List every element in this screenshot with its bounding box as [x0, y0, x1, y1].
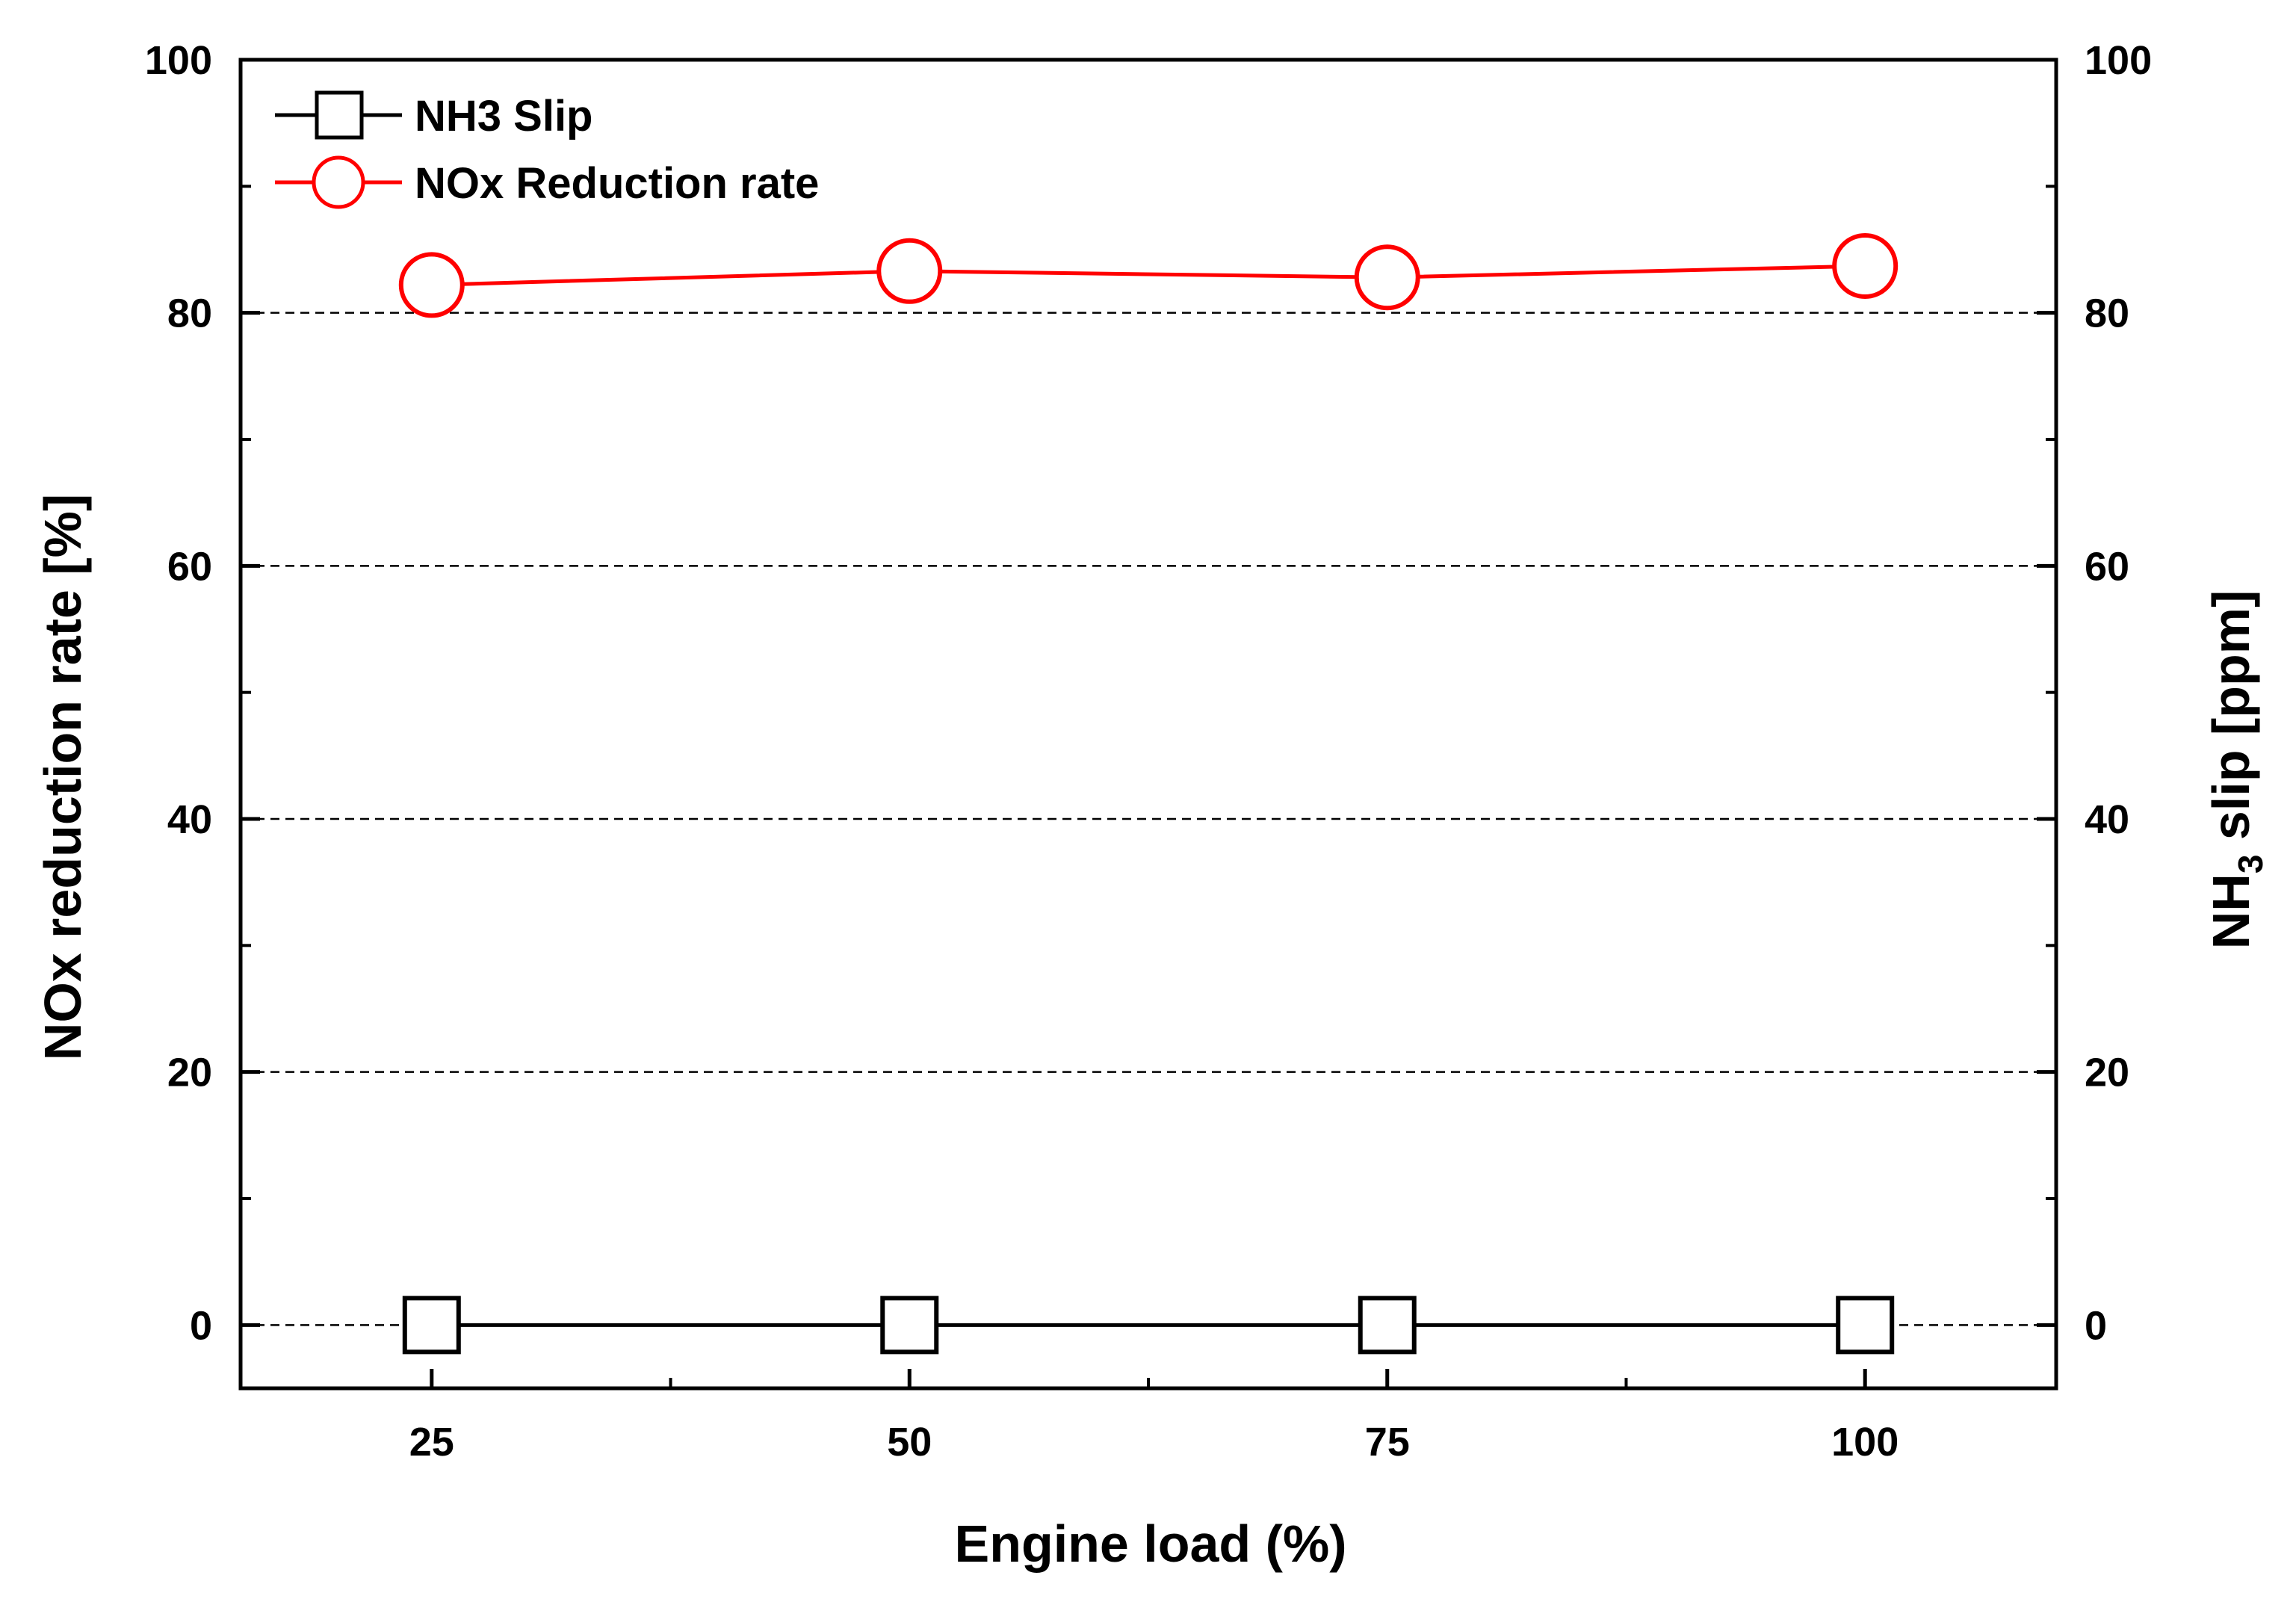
legend: NH3 Slip NOx Reduction rate — [275, 90, 819, 209]
data-point-circle-50 — [876, 238, 943, 304]
y2-tick-label-20: 20 — [2085, 1051, 2129, 1095]
tick-labels: 0 20 40 60 80 100 0 20 40 60 80 100 25 50 75 100 — [145, 38, 2152, 1465]
data-point-circle-100 — [1832, 233, 1899, 300]
y-tick-label-40: 40 — [167, 797, 212, 842]
y-tick-label-0: 0 — [190, 1303, 212, 1348]
y-tick-label-100: 100 — [145, 38, 212, 83]
x-axis-title: Engine load (%) — [955, 1515, 1347, 1573]
y2-axis-title: NH3 slip [ppm] — [2202, 590, 2270, 950]
y-tick-label-80: 80 — [167, 291, 212, 336]
y2-tick-label-100: 100 — [2085, 38, 2152, 83]
plot-frame — [238, 58, 2058, 1391]
data-point-circle-25 — [398, 252, 465, 318]
data-point-square-100 — [1836, 1296, 1895, 1355]
y2-tick-label-60: 60 — [2085, 544, 2129, 589]
x-tick-label-75: 75 — [1365, 1420, 1410, 1465]
legend-item-nox-reduction: NOx Reduction rate — [275, 155, 819, 209]
y-tick-label-20: 20 — [167, 1051, 212, 1095]
y2-axis-title-sub: 3 — [2231, 855, 2270, 874]
data-point-square-50 — [880, 1296, 939, 1355]
y-axis-title: NOx reduction rate [%] — [34, 494, 92, 1060]
legend-item-nh3-slip: NH3 Slip — [275, 90, 593, 140]
series-line-1 — [431, 264, 1866, 287]
legend-label-nh3-slip: NH3 Slip — [415, 92, 593, 140]
axis-ticks — [241, 58, 2056, 1388]
y2-axis-title-rest: slip [ppm] — [2202, 590, 2260, 855]
legend-label-nox-reduction: NOx Reduction rate — [415, 159, 819, 208]
data-point-circle-75 — [1354, 244, 1420, 311]
series-layer — [398, 233, 1899, 1355]
x-tick-label-25: 25 — [409, 1420, 454, 1465]
y2-axis-title-base: NH — [2202, 873, 2260, 949]
x-tick-label-50: 50 — [887, 1420, 932, 1465]
data-point-square-75 — [1358, 1296, 1417, 1355]
legend-marker-square — [315, 90, 364, 140]
y-tick-label-60: 60 — [167, 544, 212, 589]
x-tick-label-100: 100 — [1831, 1420, 1899, 1465]
y2-tick-label-0: 0 — [2085, 1303, 2107, 1348]
series-0 — [402, 1296, 1895, 1355]
legend-marker-circle — [312, 155, 365, 209]
y2-tick-label-40: 40 — [2085, 797, 2129, 842]
grid-lines — [241, 312, 2056, 1326]
data-point-square-25 — [402, 1296, 461, 1355]
y2-tick-label-80: 80 — [2085, 291, 2129, 336]
series-1 — [398, 233, 1899, 318]
